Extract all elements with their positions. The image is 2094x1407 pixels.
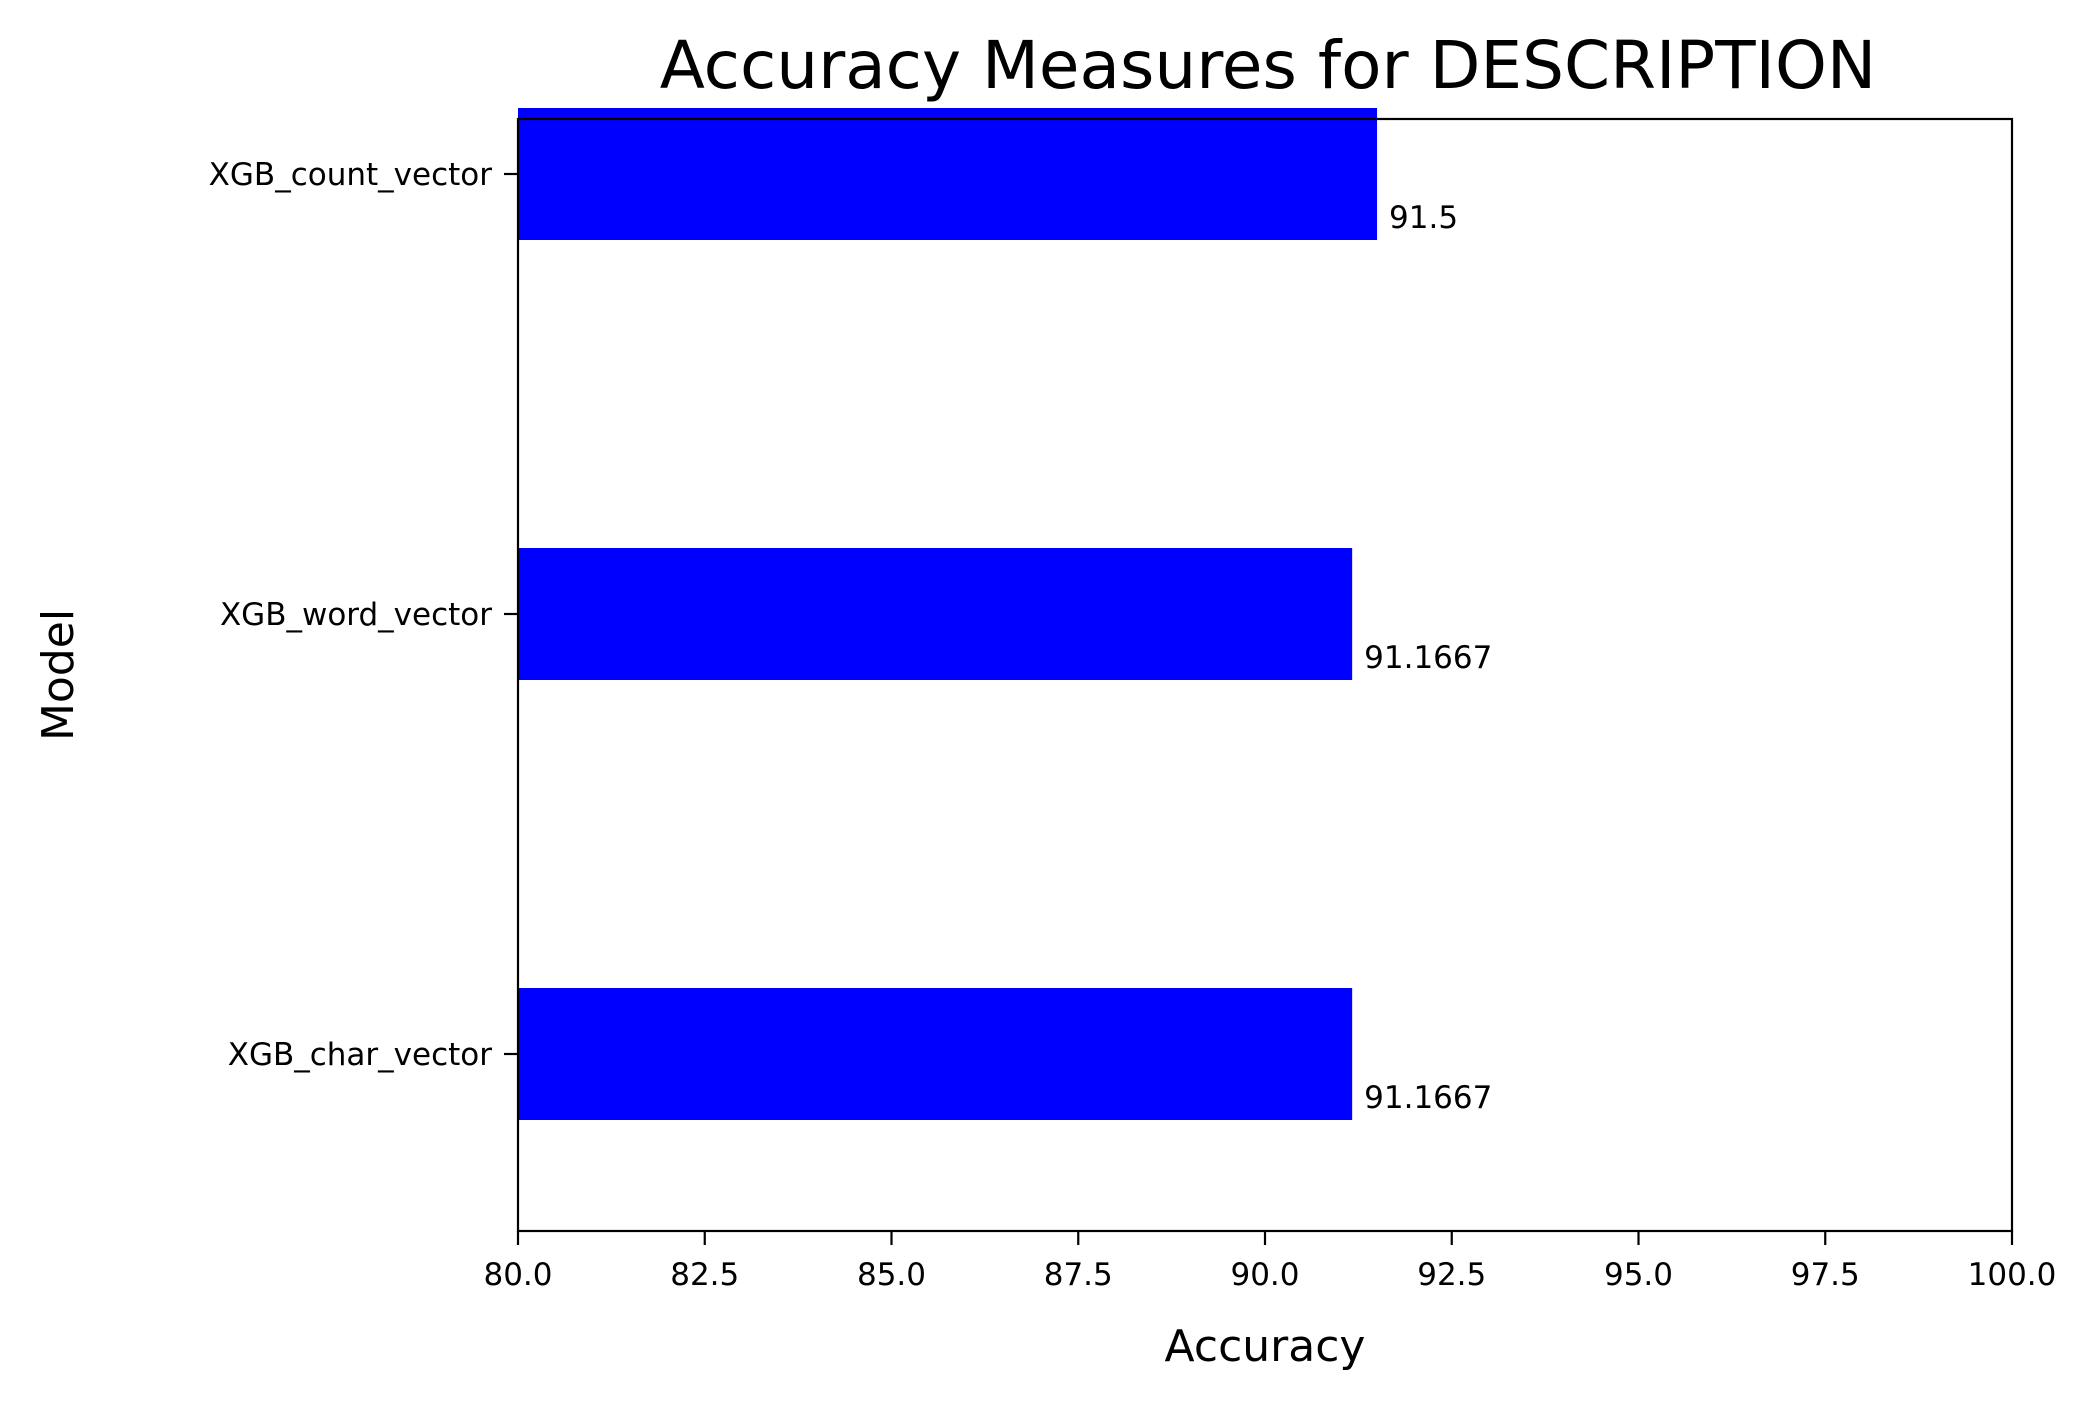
x-tick-label: 87.5 [1044,1257,1113,1293]
x-tick-label: 80.0 [483,1257,552,1293]
x-tick-label: 95.0 [1604,1257,1673,1293]
y-tick-label: XGB_char_vector [228,1037,493,1073]
y-tick-label: XGB_count_vector [209,157,493,193]
y-axis-label: Model [33,609,84,741]
data-label: 91.1667 [1364,640,1492,676]
bar-XGB_char_vector [518,988,1353,1120]
plot-frame [516,117,2014,1233]
bar-XGB_word_vector [518,548,1353,680]
data-label: 91.5 [1389,200,1458,236]
x-tick-label: 92.5 [1417,1257,1486,1293]
bar-XGB_count_vector [518,108,1378,240]
x-tick-label: 85.0 [857,1257,926,1293]
x-tick-label: 100.0 [1968,1257,2057,1293]
x-tick-label: 82.5 [670,1257,739,1293]
x-tick-label: 97.5 [1791,1257,1860,1293]
y-tick-label: XGB_word_vector [220,597,492,633]
x-axis-label: Accuracy [1165,1321,1366,1372]
labels-layer: 91.5 91.1667 91.1667 [1364,200,1492,1116]
ticks-layer: XGB_count_vector XGB_word_vector XGB_char_… [209,157,2057,1293]
chart-title: Accuracy Measures for DESCRIPTION [660,27,1877,104]
data-label: 91.1667 [1364,1080,1492,1116]
bars-layer [518,108,1378,1120]
x-tick-label: 90.0 [1230,1257,1299,1293]
